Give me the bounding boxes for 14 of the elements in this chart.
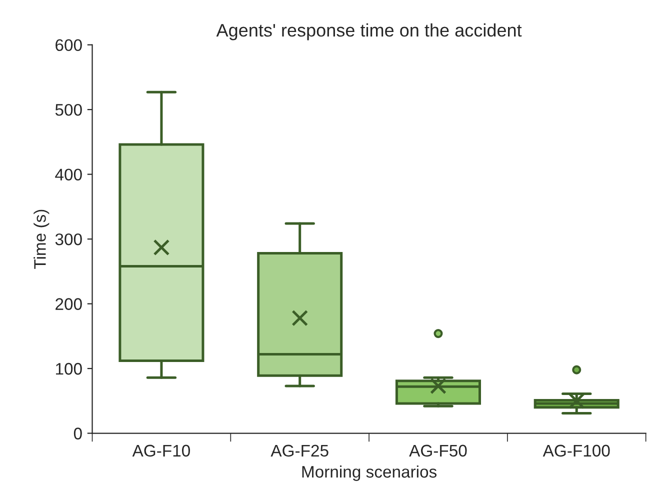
x-tick-label: AG-F25 xyxy=(270,444,328,457)
y-tick-label: 600 xyxy=(56,39,82,52)
y-tick-label: 500 xyxy=(55,104,82,116)
y-tick-label: 200 xyxy=(56,298,82,310)
y-axis-title: Time (s) xyxy=(34,210,50,269)
x-axis-title: Morning scenarios xyxy=(302,465,437,481)
y-tick-label: 100 xyxy=(56,362,82,375)
x-tick-label: AG-F100 xyxy=(542,444,610,457)
x-tick-label: AG-F50 xyxy=(409,444,467,457)
x-tick-label: AG-F10 xyxy=(132,444,190,457)
y-tick-label: 0 xyxy=(74,428,82,440)
y-tick-label: 300 xyxy=(55,233,82,246)
chart-title: Agents' response time on the accident xyxy=(216,23,522,40)
y-tick-label: 400 xyxy=(55,168,82,181)
